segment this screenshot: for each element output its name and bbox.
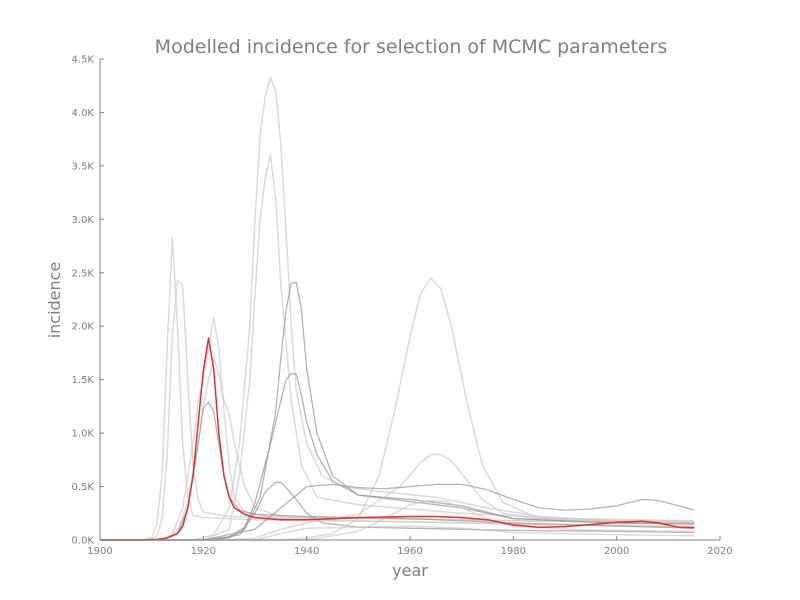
- y-tick-label: 3.5K: [72, 161, 95, 172]
- y-tick-label: 0.5K: [72, 482, 95, 493]
- x-tick-label: 1980: [501, 546, 526, 557]
- y-tick-label: 4.5K: [72, 55, 95, 66]
- y-tick-label: 0.0K: [72, 536, 95, 547]
- series-line: [100, 316, 695, 541]
- x-tick-label: 2000: [604, 546, 629, 557]
- series-line: [100, 499, 695, 541]
- series-line: [100, 525, 695, 541]
- x-tick-label: 1900: [87, 546, 112, 557]
- series-layer: [100, 76, 695, 541]
- x-tick-label: 2020: [707, 546, 732, 557]
- series-line: [100, 277, 695, 541]
- y-tick-label: 1.5K: [72, 375, 95, 386]
- highlighted-series-line: [100, 337, 695, 541]
- series-line: [100, 154, 695, 541]
- series-line: [100, 483, 695, 541]
- y-tick-label: 3.0K: [72, 215, 95, 226]
- y-tick-label: 4.0K: [72, 108, 95, 119]
- series-line: [100, 357, 695, 541]
- y-tick-label: 1.0K: [72, 429, 95, 440]
- chart-title: Modelled incidence for selection of MCMC…: [155, 36, 668, 58]
- series-line: [100, 76, 695, 541]
- ticks-layer: 1900 1920 1940 1960 1980 2000 2020 0.0K 0.5K 1.0K…: [72, 55, 733, 558]
- series-line: [100, 481, 695, 541]
- series-line: [100, 453, 695, 541]
- y-tick-label: 2.5K: [72, 268, 95, 279]
- x-tick-label: 1940: [294, 546, 319, 557]
- x-tick-label: 1920: [191, 546, 216, 557]
- y-tick-label: 2.0K: [72, 322, 95, 333]
- x-tick-label: 1960: [397, 546, 422, 557]
- y-axis-label: incidence: [45, 262, 64, 339]
- x-axis-label: year: [392, 561, 428, 580]
